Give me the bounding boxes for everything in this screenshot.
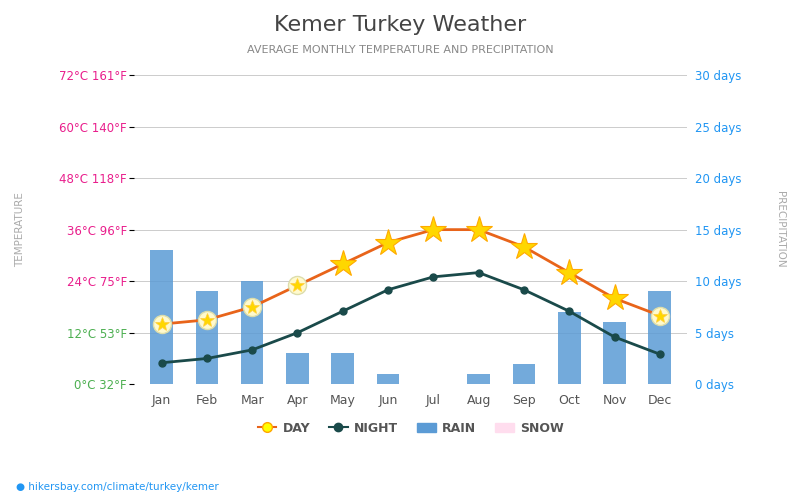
Bar <box>467 374 490 384</box>
Y-axis label: PRECIPITATION: PRECIPITATION <box>775 192 785 268</box>
Bar <box>195 292 218 384</box>
Text: Kemer Turkey Weather: Kemer Turkey Weather <box>274 15 526 35</box>
Text: ● hikersbay.com/climate/turkey/kemer: ● hikersbay.com/climate/turkey/kemer <box>16 482 218 492</box>
Bar <box>603 322 626 384</box>
Bar <box>558 312 581 384</box>
Bar <box>513 364 535 384</box>
Bar <box>331 354 354 384</box>
Text: AVERAGE MONTHLY TEMPERATURE AND PRECIPITATION: AVERAGE MONTHLY TEMPERATURE AND PRECIPIT… <box>246 45 554 55</box>
Y-axis label: TEMPERATURE: TEMPERATURE <box>15 192 25 267</box>
Bar <box>241 281 263 384</box>
Bar <box>649 292 671 384</box>
Bar <box>286 354 309 384</box>
Legend: DAY, NIGHT, RAIN, SNOW: DAY, NIGHT, RAIN, SNOW <box>253 417 569 440</box>
Bar <box>150 250 173 384</box>
Bar <box>377 374 399 384</box>
